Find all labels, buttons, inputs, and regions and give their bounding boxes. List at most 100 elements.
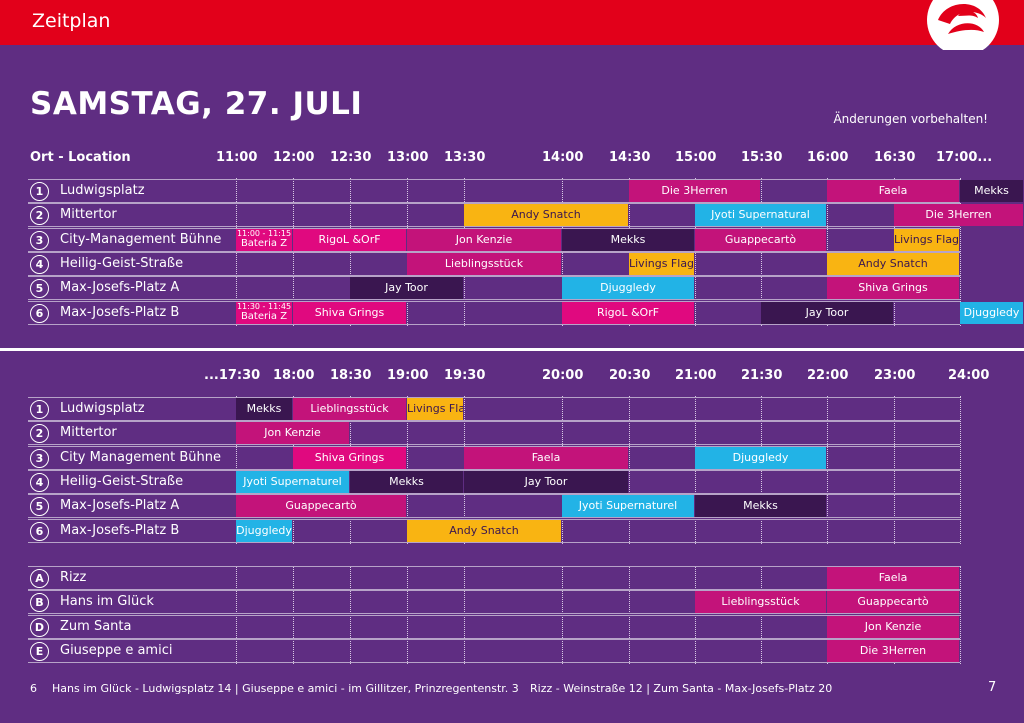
time-gridline: [960, 566, 961, 664]
footer-page-right: 7: [988, 680, 997, 695]
time-label: 23:00: [874, 368, 916, 383]
row-badge: E: [30, 641, 49, 661]
row-divider: [28, 397, 960, 398]
footer-right-text: Rizz - Weinstraße 12 | Zum Santa - Max-J…: [530, 682, 833, 695]
row-divider: [28, 566, 960, 567]
row-badge: 5: [30, 279, 49, 299]
row-badge: 3: [30, 448, 49, 468]
event-bar: Jay Toor: [350, 277, 463, 300]
row-badge: 6: [30, 303, 49, 323]
row-divider: [28, 541, 960, 543]
event-bar: Livings Flags: [894, 228, 959, 251]
time-label: 12:00: [273, 150, 315, 165]
row-divider: [28, 444, 960, 446]
location-name: City-Management Bühne: [60, 231, 222, 247]
row-divider: [28, 494, 960, 496]
time-label: 11:00: [216, 150, 258, 165]
event-bar: 11:00 - 11:15 Bateria Z: [236, 228, 292, 251]
row-divider: [28, 227, 960, 229]
location-name: Zum Santa: [60, 618, 132, 634]
location-name: Heilig-Geist-Straße: [60, 255, 184, 271]
location-name: Mittertor: [60, 207, 117, 223]
event-bar: Faela: [827, 180, 959, 202]
location-name: Ludwigsplatz: [60, 183, 145, 198]
event-bar: Jay Toor: [464, 470, 628, 493]
row-divider: [28, 226, 960, 228]
time-label: 16:30: [874, 150, 916, 165]
event-label: Bateria Z: [240, 310, 288, 322]
row-badge: B: [30, 593, 49, 613]
row-badge: 4: [30, 472, 49, 492]
location-name: Max-Josefs-Platz B: [60, 522, 180, 538]
time-label: 15:30: [741, 150, 783, 165]
event-bar: RigoL &OrF: [562, 301, 694, 324]
event-bar: Djuggledy: [562, 277, 694, 300]
row-badge: 6: [30, 521, 49, 541]
event-bar: Shiva Grings: [827, 277, 959, 300]
row-divider: [28, 276, 960, 278]
row-divider: [28, 250, 960, 252]
row-divider: [28, 420, 960, 421]
location-name: Rizz: [60, 570, 87, 585]
time-label: 12:30: [330, 150, 372, 165]
event-bar: Lieblingsstück: [695, 591, 826, 614]
time-label: 21:30: [741, 368, 783, 383]
footer-left-text: Hans im Glück - Ludwigsplatz 14 | Giusep…: [52, 682, 519, 695]
event-bar: RigoL &OrF: [293, 228, 406, 251]
time-label: 18:30: [330, 368, 372, 383]
time-label: 13:00: [387, 150, 429, 165]
time-label: 17:00...: [936, 150, 993, 165]
row-divider: [28, 468, 960, 470]
event-bar: Jay Toor: [761, 301, 893, 324]
event-bar: Faela: [464, 446, 628, 469]
time-label: 19:30: [444, 368, 486, 383]
event-bar: Livings Flags: [629, 252, 694, 275]
event-bar: Mekks: [960, 180, 1023, 202]
location-name: Heilig-Geist-Straße: [60, 473, 184, 489]
row-divider: [28, 661, 960, 663]
row-divider: [28, 299, 960, 301]
location-name: Ludwigsplatz: [60, 401, 145, 416]
time-label: 22:00: [807, 368, 849, 383]
event-bar: Djuggledy: [695, 446, 826, 469]
time-label: 21:00: [675, 368, 717, 383]
event-bar: Die 3Herren: [894, 204, 1023, 227]
row-badge: 1: [30, 182, 49, 201]
event-bar: Livings Flags: [407, 398, 463, 420]
row-divider: [28, 469, 960, 471]
row-badge: 4: [30, 254, 49, 274]
event-bar: Guappecartò: [236, 495, 406, 518]
row-divider: [28, 637, 960, 639]
event-bar: Andy Snatch: [827, 252, 959, 275]
event-bar: Guappecartò: [695, 228, 826, 251]
row-badge: D: [30, 617, 49, 637]
row-badge: 1: [30, 400, 49, 419]
event-bar: Jyoti Supernatural: [695, 204, 826, 227]
time-label: 20:00: [542, 368, 584, 383]
event-bar: Mekks: [350, 470, 463, 493]
page-headline: SAMSTAG, 27. JULI: [30, 86, 363, 122]
row-divider: [28, 492, 960, 494]
row-badge: 2: [30, 206, 49, 226]
time-label: 24:00: [948, 368, 990, 383]
row-badge: 2: [30, 424, 49, 444]
location-name: City Management Bühne: [60, 449, 222, 465]
location-name: Giuseppe e amici: [60, 642, 173, 658]
row-divider: [28, 638, 960, 640]
event-bar: Andy Snatch: [407, 519, 561, 542]
location-name: Mittertor: [60, 425, 117, 441]
time-gridline: [960, 178, 961, 326]
row-divider: [28, 203, 960, 205]
time-label: 14:30: [609, 150, 651, 165]
location-column-header: Ort - Location: [30, 150, 131, 165]
event-bar: Mekks: [695, 495, 826, 518]
event-time: 11:00 - 11:15: [236, 228, 292, 238]
event-bar: Die 3Herren: [629, 180, 760, 202]
event-bar: Jyoti Supernaturel: [236, 470, 349, 493]
event-bar: Jyoti Supernaturel: [562, 495, 694, 518]
location-name: Max-Josefs-Platz B: [60, 304, 180, 320]
row-badge: 5: [30, 497, 49, 517]
row-divider: [28, 517, 960, 519]
event-bar: Djuggledy: [236, 519, 292, 542]
event-bar: Shiva Grings: [293, 446, 406, 469]
